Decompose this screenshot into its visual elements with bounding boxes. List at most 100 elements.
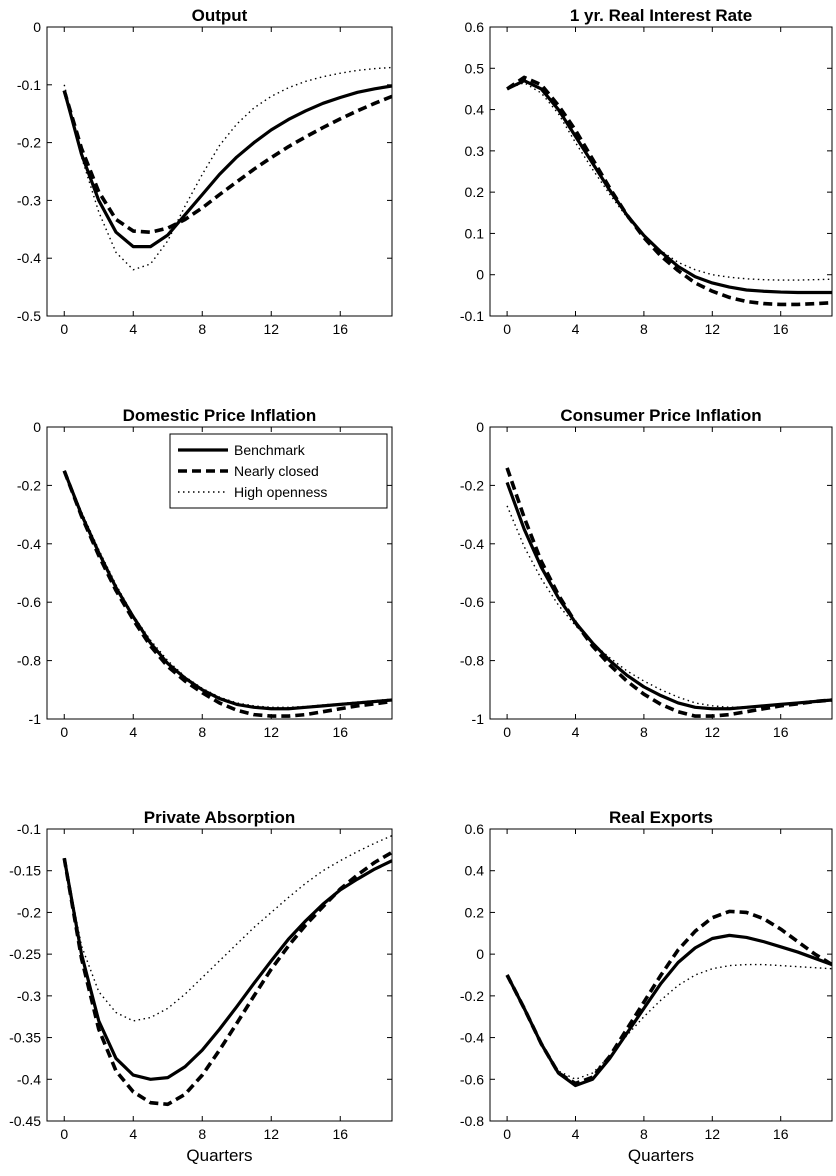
chart-panel-1: Output 0 4 8 12 16 -0.5 -0.4 -0.3 -0.2 -0.1 0 [17,6,393,337]
x-tick-label: 12 [705,321,721,337]
y-tick-label: -0.4 [17,1071,41,1087]
series-line-nearly-closed [505,909,832,1086]
y-tick-label: -0.2 [17,477,41,493]
y-tick-label: 0.4 [465,102,485,118]
series-line-high-openness [63,470,392,709]
y-tick-label: -1 [29,711,42,727]
x-tick-label: 8 [640,724,648,740]
y-tick-label: -0.2 [460,988,484,1004]
y-tick-label: 0 [476,946,484,962]
series-line-nearly-closed [505,467,832,718]
series-line-high-openness [506,82,832,281]
axes-frame [489,26,833,317]
series-line-benchmark [505,933,832,1088]
chart-title: Domestic Price Inflation [123,406,317,425]
y-tick-label: -0.5 [17,308,41,324]
x-tick-label: 4 [572,1126,580,1142]
x-tick-label: 4 [129,724,137,740]
y-tick-label: 0.2 [465,904,485,920]
axes-frame [46,828,393,1122]
x-tick-label: 16 [332,1126,348,1142]
series-line-nearly-closed [62,90,392,234]
y-tick-label: -0.6 [460,594,484,610]
x-tick-label: 16 [332,321,348,337]
legend-label-benchmark: Benchmark [234,442,306,458]
x-tick-label: 4 [572,321,580,337]
axes-frame [489,426,833,720]
y-tick-label: 0.6 [465,19,485,35]
x-tick-label: 0 [503,321,511,337]
series-line-nearly-closed [62,850,392,1107]
chart-title: Output [192,6,248,25]
x-tick-label: 16 [773,724,789,740]
x-tick-label: 8 [198,724,206,740]
legend: Benchmark Nearly closed High openness [169,433,388,509]
x-tick-label: 4 [572,724,580,740]
x-tick-label: 4 [129,1126,137,1142]
y-tick-label: -0.1 [460,308,484,324]
series-line-benchmark [505,481,832,711]
axes-frame [489,828,833,1122]
y-tick-label: -0.3 [17,988,41,1004]
y-tick-label: -0.2 [460,477,484,493]
y-tick-label: 0 [476,419,484,435]
chart-title: Private Absorption [144,808,295,827]
y-tick-label: 0.6 [465,821,485,837]
y-tick-label: -0.6 [17,594,41,610]
y-tick-label: -0.3 [17,192,41,208]
y-tick-label: 0.2 [465,184,485,200]
y-tick-label: -0.1 [17,821,41,837]
x-tick-label: 8 [198,1126,206,1142]
chart-title: 1 yr. Real Interest Rate [570,6,752,25]
y-tick-label: -0.8 [460,1113,484,1129]
y-tick-label: -0.2 [17,904,41,920]
legend-label-high-openness: High openness [234,484,327,500]
x-tick-label: 4 [129,321,137,337]
y-tick-label: -0.8 [460,653,484,669]
series-line-nearly-closed [506,75,832,307]
y-tick-label: 0.1 [465,225,485,241]
x-tick-label: 8 [198,321,206,337]
series-line-benchmark [506,79,832,295]
y-tick-label: -0.2 [17,135,41,151]
chart-panel-5: Private Absorption 0 4 8 12 16 -0.45 -0.4 -0.35 -… [9,808,393,1165]
chart-title: Real Exports [609,808,713,827]
y-tick-label: -0.1 [17,77,41,93]
axes-frame [46,26,393,317]
y-tick-label: -0.4 [460,1030,484,1046]
chart-panel-3: Domestic Price Inflation 0 4 8 12 16 -1 -0.8 -0.… [17,406,393,740]
series-line-nearly-closed [62,470,392,718]
chart-title: Consumer Price Inflation [560,406,761,425]
axes-frame [46,426,393,720]
x-axis-label: Quarters [186,1146,252,1165]
series-line-high-openness [506,963,832,1080]
series-line-high-openness [506,505,832,709]
y-tick-label: 0.5 [465,60,485,76]
series-line-high-openness [63,835,392,1022]
y-tick-label: 0 [33,419,41,435]
x-tick-label: 0 [60,321,68,337]
x-tick-label: 16 [332,724,348,740]
x-tick-label: 8 [640,1126,648,1142]
series-line-benchmark [62,857,392,1081]
x-tick-label: 12 [705,724,721,740]
x-tick-label: 12 [263,1126,279,1142]
y-tick-label: -0.15 [9,863,41,879]
y-tick-label: 0 [476,267,484,283]
y-tick-label: -0.4 [17,250,41,266]
x-tick-label: 0 [60,1126,68,1142]
y-tick-label: -0.4 [460,536,484,552]
y-tick-label: -0.45 [9,1113,41,1129]
x-tick-label: 12 [263,724,279,740]
x-tick-label: 0 [60,724,68,740]
series-line-benchmark [62,84,392,249]
chart-panel-4: Consumer Price Inflation 0 4 8 12 16 -1 -0.8 -0.… [460,406,833,740]
x-tick-label: 0 [503,1126,511,1142]
y-tick-label: -1 [472,711,485,727]
y-tick-label: -0.25 [9,946,41,962]
x-tick-label: 16 [773,1126,789,1142]
x-tick-label: 12 [263,321,279,337]
x-tick-label: 8 [640,321,648,337]
y-tick-label: -0.6 [460,1071,484,1087]
